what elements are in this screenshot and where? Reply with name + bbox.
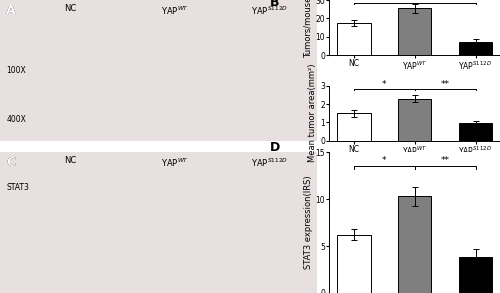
Text: STAT3: STAT3 (6, 183, 29, 192)
Bar (459, 42, 492, 55)
Text: B: B (270, 0, 279, 8)
Bar (337, 235, 370, 293)
Text: YAP$^{WT}$: YAP$^{WT}$ (160, 4, 188, 17)
Text: C: C (6, 156, 16, 169)
Text: D: D (270, 141, 280, 154)
Text: A: A (6, 4, 16, 17)
Text: **: ** (440, 156, 450, 165)
Text: C: C (6, 156, 16, 169)
Text: **: ** (440, 80, 450, 89)
Y-axis label: STAT3 expression(IRS): STAT3 expression(IRS) (304, 176, 312, 269)
Text: 400X: 400X (6, 115, 26, 124)
Bar (337, 23, 370, 55)
Text: *: * (382, 156, 386, 165)
Text: YAP$^{WT}$: YAP$^{WT}$ (160, 156, 188, 169)
Text: NC: NC (64, 156, 76, 165)
Text: NC: NC (64, 4, 76, 13)
Text: *: * (382, 0, 386, 2)
Text: ***: *** (438, 0, 452, 2)
Text: 100X: 100X (6, 66, 26, 75)
Text: *: * (382, 80, 386, 89)
Text: YAP$^{S112D}$: YAP$^{S112D}$ (251, 156, 288, 169)
Bar (459, 257, 492, 293)
Bar (398, 196, 432, 293)
Bar (337, 113, 370, 141)
Text: A: A (6, 4, 16, 17)
Y-axis label: Tumors/mouse: Tumors/mouse (304, 0, 312, 58)
Bar (398, 98, 432, 141)
Bar (398, 8, 432, 55)
Bar (459, 123, 492, 141)
Y-axis label: Mean tumor area(mm²): Mean tumor area(mm²) (308, 64, 318, 163)
Text: YAP$^{S112D}$: YAP$^{S112D}$ (251, 4, 288, 17)
